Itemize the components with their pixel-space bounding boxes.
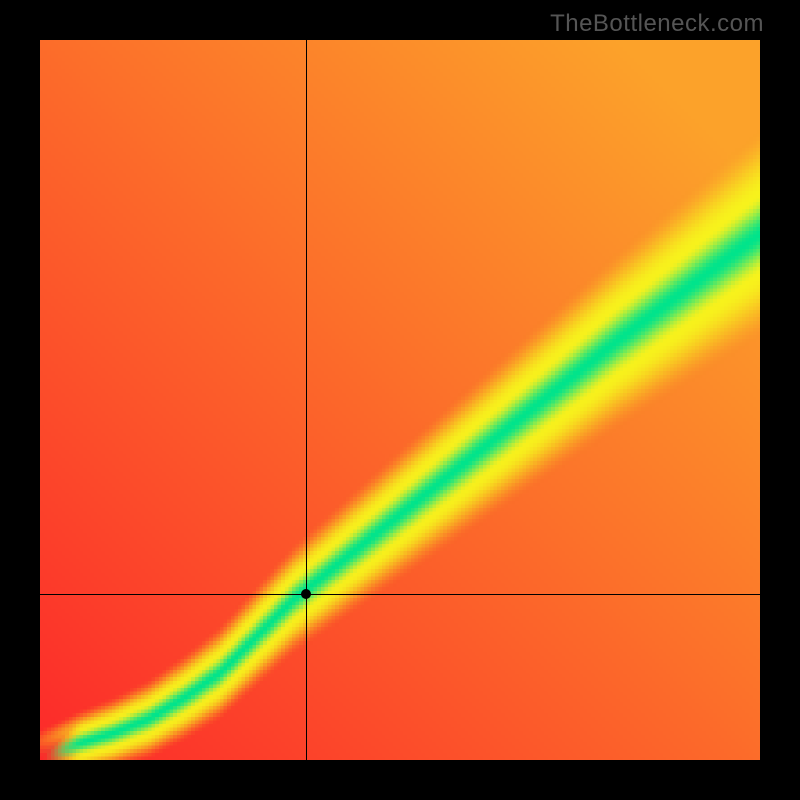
- heatmap-canvas: [40, 40, 760, 760]
- crosshair-vertical: [306, 40, 307, 760]
- watermark-text: TheBottleneck.com: [550, 10, 764, 38]
- crosshair-marker: [301, 589, 311, 599]
- outer-frame: TheBottleneck.com: [0, 0, 800, 800]
- crosshair-horizontal: [40, 594, 760, 595]
- heatmap-plot: [40, 40, 760, 760]
